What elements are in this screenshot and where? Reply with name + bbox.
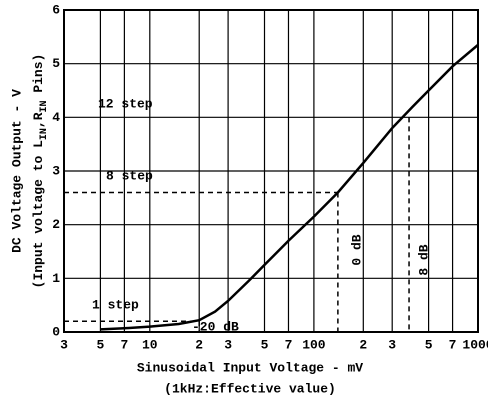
x-tick-label: 3	[60, 337, 68, 352]
annotation: 8 step	[106, 168, 153, 183]
annotation: 8 dB	[416, 244, 431, 275]
x-tick-label: 7	[120, 337, 128, 352]
x-tick-label: 3	[224, 337, 232, 352]
y-note-sub: IN	[39, 128, 50, 140]
curve	[100, 43, 479, 331]
y-note-part: (Input voltage to L	[31, 140, 46, 288]
annotation: -20 dB	[192, 319, 239, 334]
x-axis-label: Sinusoidal Input Voltage - mV	[137, 360, 363, 375]
y-tick-label: 1	[52, 271, 60, 286]
x-tick-label: 5	[96, 337, 104, 352]
x-tick-label: 100	[302, 337, 326, 352]
annotation: 1 step	[92, 297, 139, 312]
x-tick-label: 2	[195, 337, 203, 352]
y-tick-label: 2	[52, 217, 60, 232]
x-tick-label: 7	[285, 337, 293, 352]
y-note-sub: IN	[39, 100, 50, 112]
x-tick-label: 10	[142, 337, 158, 352]
x-tick-label: 1000	[462, 337, 488, 352]
y-tick-label: 0	[52, 324, 60, 339]
y-tick-label: 3	[52, 163, 60, 178]
y-tick-label: 4	[52, 110, 60, 125]
x-tick-label: 2	[359, 337, 367, 352]
x-tick-label: 5	[261, 337, 269, 352]
y-axis-note: (Input voltage to LIN,RIN Pins)	[31, 54, 49, 289]
y-tick-label: 6	[52, 2, 60, 17]
x-axis-note: (1kHz:Effective value)	[164, 381, 336, 396]
annotation: 12 step	[98, 96, 153, 111]
annotation: 0 dB	[349, 234, 364, 265]
x-tick-label: 7	[449, 337, 457, 352]
y-tick-label: 5	[52, 56, 60, 71]
y-axis-label: DC Voltage Output - V	[9, 89, 24, 253]
y-note-part: Pins)	[31, 54, 46, 101]
y-note-part: ,R	[31, 112, 46, 128]
x-tick-label: 3	[388, 337, 396, 352]
x-tick-label: 5	[425, 337, 433, 352]
plot-frame	[63, 9, 479, 333]
